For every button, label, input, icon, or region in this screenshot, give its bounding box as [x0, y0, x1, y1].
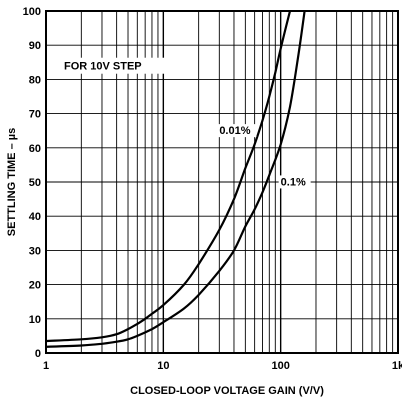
series-label-background	[217, 124, 257, 138]
y-tick-label: 20	[29, 280, 41, 292]
series-label-0-1-percent: 0.1%	[281, 176, 306, 188]
y-tick-label: 80	[29, 74, 41, 86]
y-tick-label: 100	[23, 6, 41, 18]
y-axis-title: SETTLING TIME – µs	[6, 128, 18, 236]
x-tick-label: 10	[157, 360, 169, 372]
y-tick-label: 90	[29, 40, 41, 52]
condition-label-background	[60, 57, 172, 74]
x-tick-label: 1	[43, 360, 49, 372]
series-group	[45, 10, 306, 348]
series-label-0-01-percent: 0.01%	[219, 125, 250, 137]
x-tick-label: 100	[271, 360, 289, 372]
y-tick-label: 30	[29, 245, 41, 257]
series-line-0-01-percent	[45, 10, 292, 343]
series-label-background	[278, 175, 311, 189]
condition-label: FOR 10V STEP	[64, 61, 142, 73]
x-tick-label: 1k	[392, 360, 402, 372]
series-line-0-1-percent	[45, 10, 306, 348]
plot-frame	[45, 10, 399, 354]
y-tick-label: 40	[29, 211, 41, 223]
y-tick-label: 70	[29, 109, 41, 121]
y-tick-label: 60	[29, 143, 41, 155]
series-labels: 0.01% 0.1%	[217, 124, 311, 189]
y-tick-label: 50	[29, 177, 41, 189]
y-tick-label: 10	[29, 314, 41, 326]
x-axis-title: CLOSED-LOOP VOLTAGE GAIN (V/V)	[130, 385, 324, 397]
y-tick-label: 0	[35, 348, 41, 360]
